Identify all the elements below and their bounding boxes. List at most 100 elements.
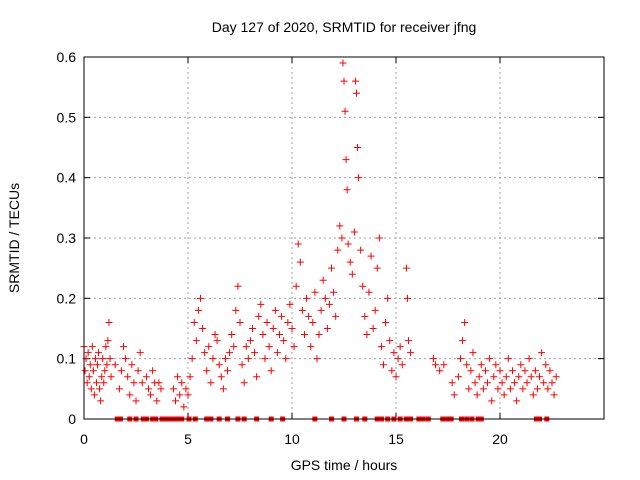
data-point xyxy=(440,361,448,369)
data-point xyxy=(490,373,498,381)
data-point xyxy=(240,379,248,387)
data-point xyxy=(317,306,325,314)
data-point xyxy=(176,391,184,399)
data-point xyxy=(261,355,269,363)
data-point xyxy=(394,355,402,363)
data-point xyxy=(122,355,130,363)
data-point xyxy=(288,325,296,332)
data-point xyxy=(104,337,112,345)
data-point xyxy=(246,337,254,345)
data-point xyxy=(519,385,527,393)
data-point xyxy=(498,379,506,387)
data-point xyxy=(488,397,496,405)
data-point xyxy=(402,264,410,272)
data-point xyxy=(521,367,529,375)
data-point xyxy=(529,391,537,399)
data-point xyxy=(106,355,114,363)
data-point xyxy=(357,246,365,254)
data-point xyxy=(367,252,375,260)
data-point xyxy=(469,349,477,357)
data-point xyxy=(346,258,354,266)
data-point xyxy=(186,373,194,381)
data-point xyxy=(238,361,246,369)
data-point xyxy=(89,367,97,375)
y-tick-label: 0.1 xyxy=(57,351,77,367)
data-point xyxy=(132,397,140,405)
data-point xyxy=(83,379,91,387)
x-tick-label: 0 xyxy=(80,431,88,447)
data-point xyxy=(363,331,371,339)
data-point xyxy=(130,379,138,387)
data-point xyxy=(263,318,271,326)
data-point xyxy=(194,306,202,314)
data-point xyxy=(300,331,308,339)
data-point xyxy=(95,349,103,357)
data-point xyxy=(348,270,356,278)
y-tick-label: 0.2 xyxy=(57,290,77,306)
data-point xyxy=(305,312,313,320)
data-point xyxy=(174,373,182,381)
data-point xyxy=(273,349,281,357)
data-point xyxy=(407,349,415,357)
data-point xyxy=(192,337,200,345)
data-point xyxy=(540,379,548,387)
data-point xyxy=(96,385,104,393)
data-point xyxy=(344,240,352,248)
data-point xyxy=(436,367,444,375)
data-point xyxy=(533,385,541,393)
data-point xyxy=(86,361,94,369)
data-point xyxy=(294,240,302,248)
data-point xyxy=(205,343,213,351)
data-point xyxy=(473,391,481,399)
data-point xyxy=(467,367,475,375)
data-point xyxy=(209,355,217,363)
data-point xyxy=(475,373,483,381)
data-point xyxy=(269,325,277,332)
data-point xyxy=(84,349,92,357)
data-point xyxy=(341,107,349,115)
data-point xyxy=(380,361,388,369)
data-point xyxy=(373,264,381,272)
data-point xyxy=(92,379,100,387)
data-points xyxy=(80,59,560,422)
data-point xyxy=(307,343,315,351)
data-point xyxy=(207,379,215,387)
data-point xyxy=(328,264,336,272)
data-point xyxy=(97,397,105,405)
data-point xyxy=(234,282,242,290)
data-point xyxy=(88,343,96,351)
data-point xyxy=(448,379,456,387)
x-tick-label: 10 xyxy=(284,431,300,447)
data-point xyxy=(155,379,163,387)
data-point xyxy=(81,367,89,375)
data-point xyxy=(355,174,363,182)
data-point xyxy=(284,318,292,326)
plot-frame xyxy=(83,56,605,420)
data-point xyxy=(221,355,229,363)
data-point xyxy=(213,337,221,345)
data-point xyxy=(486,355,494,363)
data-point xyxy=(377,343,385,351)
data-point xyxy=(342,156,350,164)
data-point xyxy=(365,288,373,296)
data-point xyxy=(147,391,155,399)
y-tick-label: 0.4 xyxy=(57,170,77,186)
data-point xyxy=(303,294,311,302)
data-point xyxy=(361,312,369,320)
data-point xyxy=(230,343,238,351)
data-point xyxy=(350,228,358,236)
data-point xyxy=(296,258,304,266)
data-point xyxy=(479,385,487,393)
data-point xyxy=(481,367,489,375)
data-point xyxy=(319,276,327,284)
data-point xyxy=(196,294,204,302)
data-point xyxy=(375,234,383,242)
axis-ticks: 0 0.1 0.2 0.3 0.4 0.5 0.6 0 5 10 15 20 xyxy=(57,49,604,447)
data-point xyxy=(228,331,236,339)
data-point xyxy=(359,282,367,290)
data-point xyxy=(471,379,479,387)
data-point xyxy=(199,325,207,332)
data-point xyxy=(336,222,344,230)
data-point xyxy=(339,59,347,67)
